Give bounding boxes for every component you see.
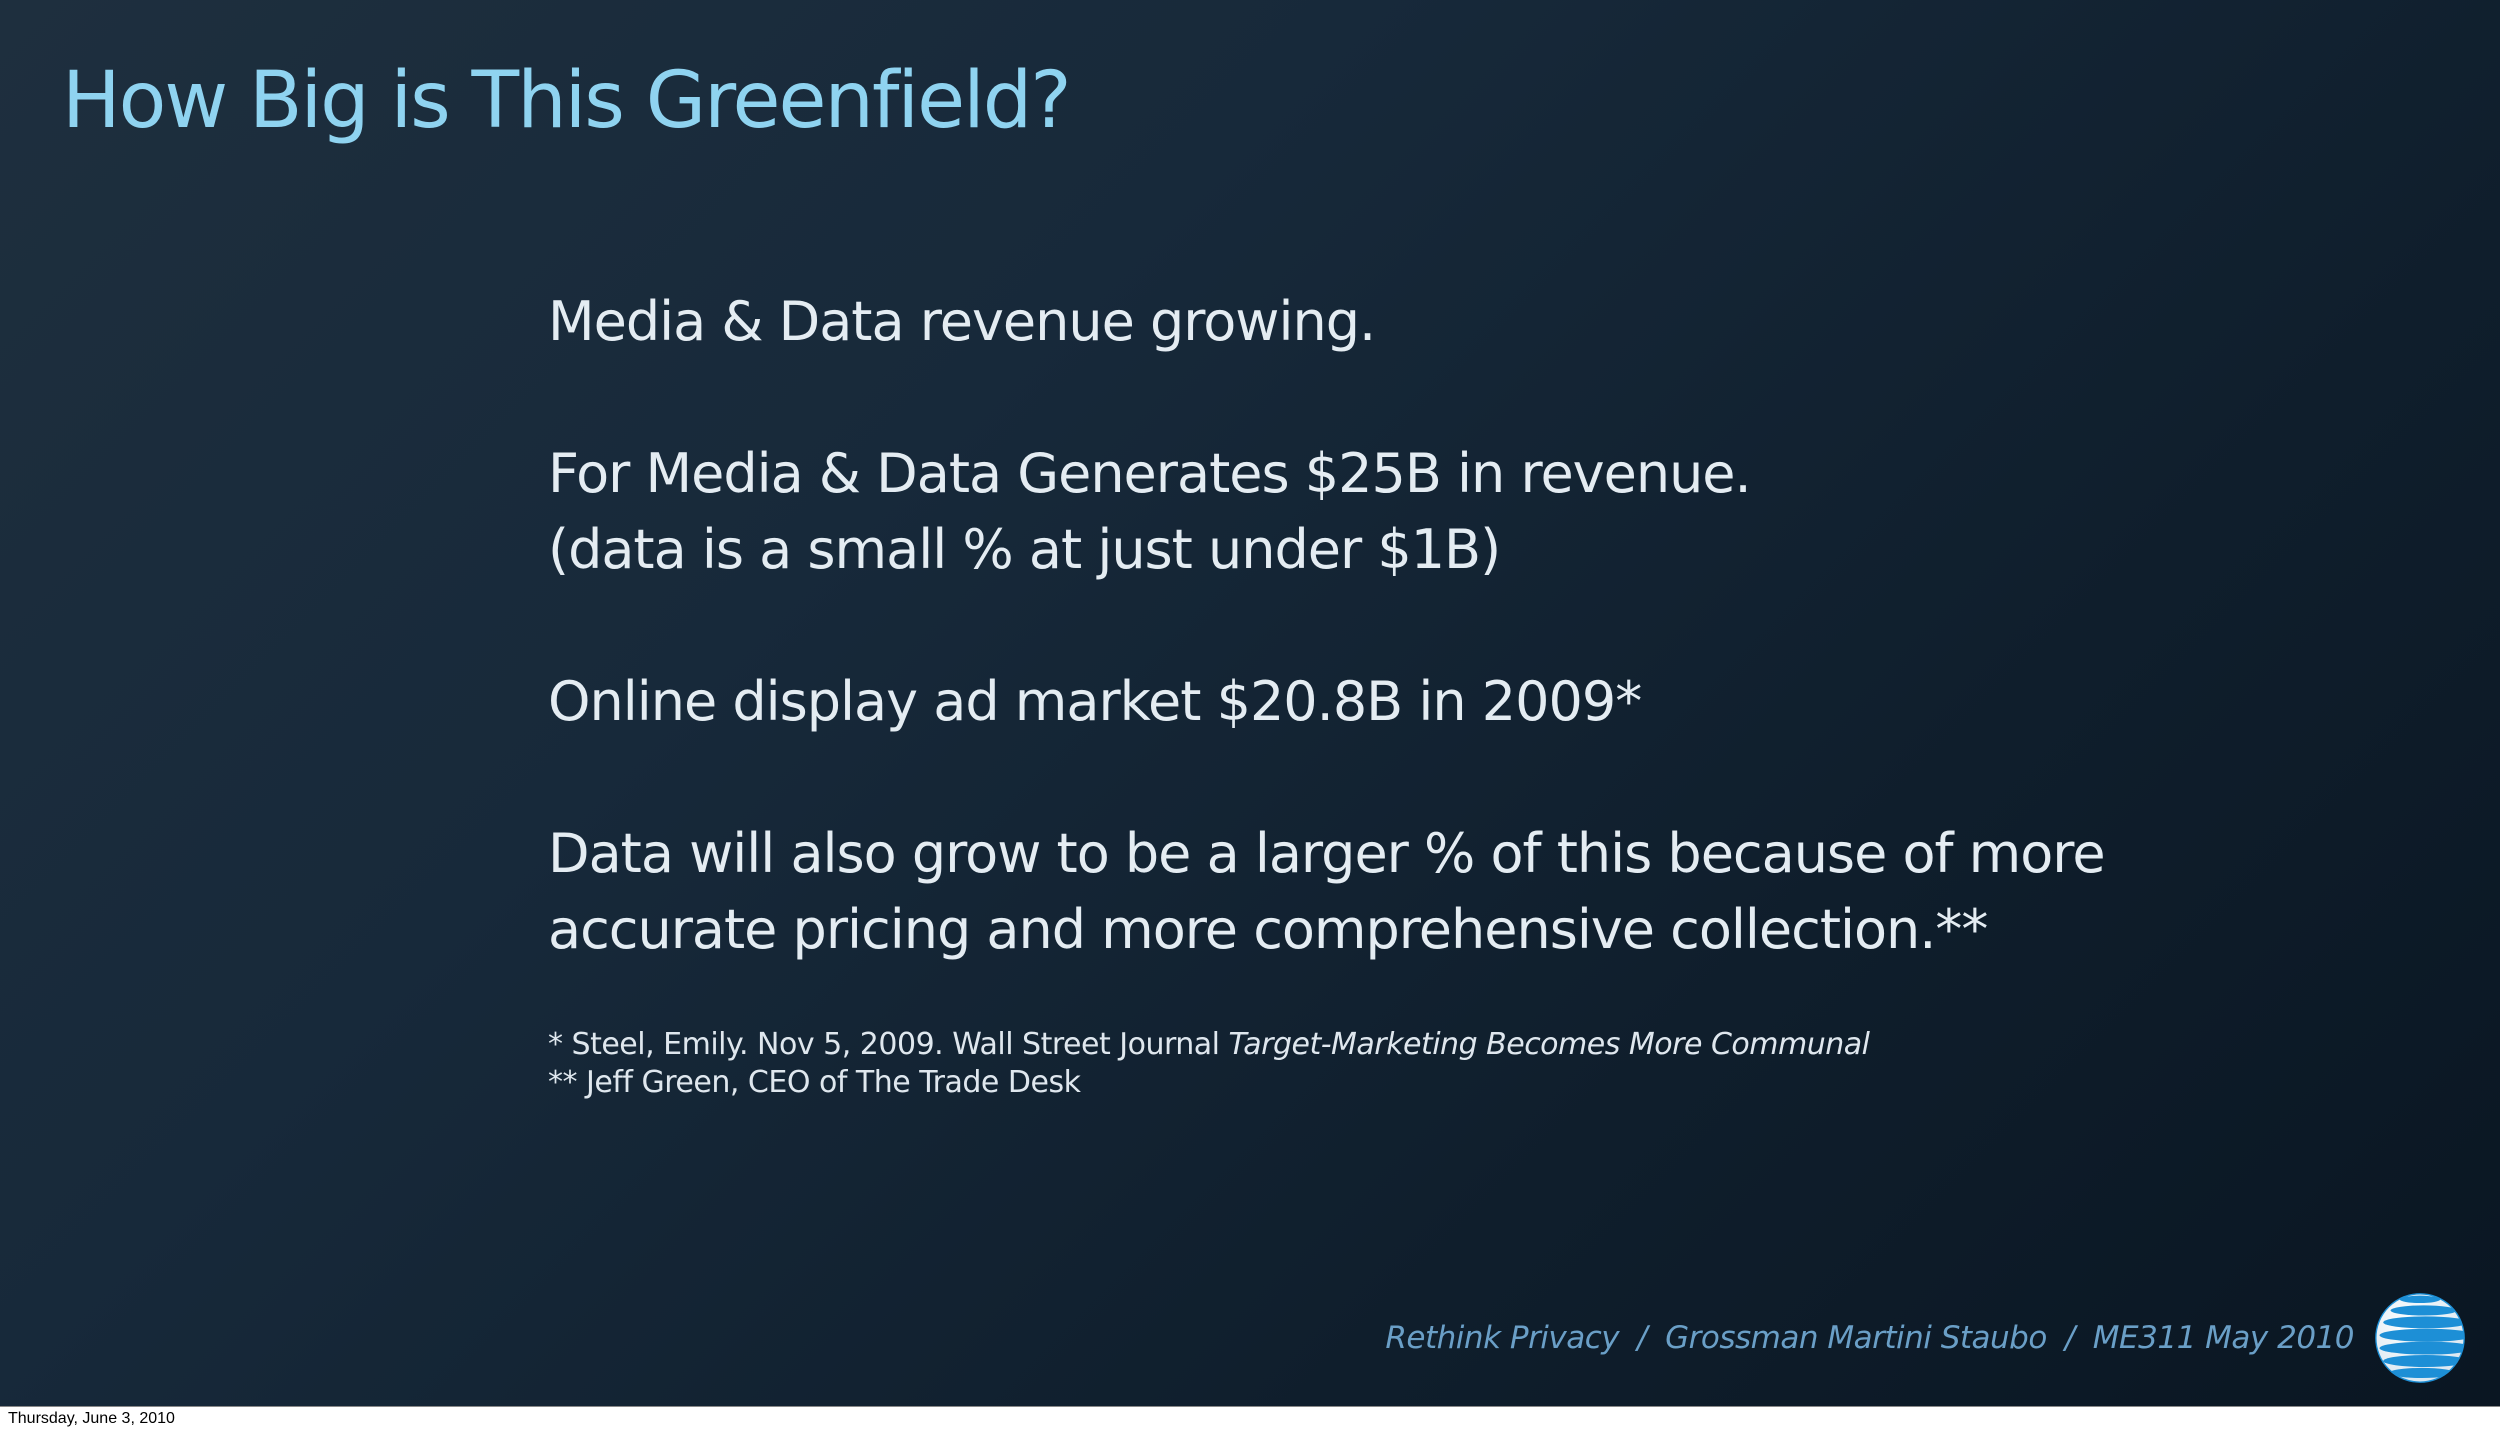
footnote-2: ** Jeff Green, CEO of The Trade Desk (548, 1065, 1081, 1100)
bullet-line: (data is a small % at just under $1B) (548, 518, 1501, 581)
bullet-line: Online display ad market $20.8B in 2009* (548, 670, 1642, 733)
bullet-line: accurate pricing and more comprehensive … (548, 898, 1988, 961)
att-globe-icon (2375, 1293, 2465, 1383)
slide-footer: Rethink Privacy / Grossman Martini Staubo /… (1385, 1320, 2354, 1356)
footer-authors: Grossman Martini Staubo (1665, 1320, 2047, 1356)
footnotes: * Steel, Emily. Nov 5, 2009. Wall Street… (548, 1026, 2348, 1102)
footer-separator: / (2064, 1320, 2075, 1356)
slide-content: Media & Data revenue growing. For Media … (548, 284, 2348, 1102)
footnote-1: * Steel, Emily. Nov 5, 2009. Wall Street… (548, 1026, 2348, 1064)
footer-topic: Rethink Privacy (1385, 1320, 1620, 1356)
date-caption: Thursday, June 3, 2010 (8, 1410, 175, 1427)
caption-divider (0, 1406, 2500, 1407)
footer-course: ME311 May 2010 (2092, 1320, 2355, 1356)
footer-separator: / (1637, 1320, 1648, 1356)
bullet-line: For Media & Data Generates $25B in reven… (548, 442, 1752, 505)
bullet-line: Media & Data revenue growing. (548, 290, 1376, 353)
footnote-1-source: * Steel, Emily. Nov 5, 2009. Wall Street… (548, 1027, 1229, 1062)
slide-title: How Big is This Greenfield? (62, 56, 1072, 146)
footnote-1-article-title: Target-Marketing Becomes More Communal (1228, 1027, 1870, 1062)
bullet-line: Data will also grow to be a larger % of … (548, 822, 2106, 885)
